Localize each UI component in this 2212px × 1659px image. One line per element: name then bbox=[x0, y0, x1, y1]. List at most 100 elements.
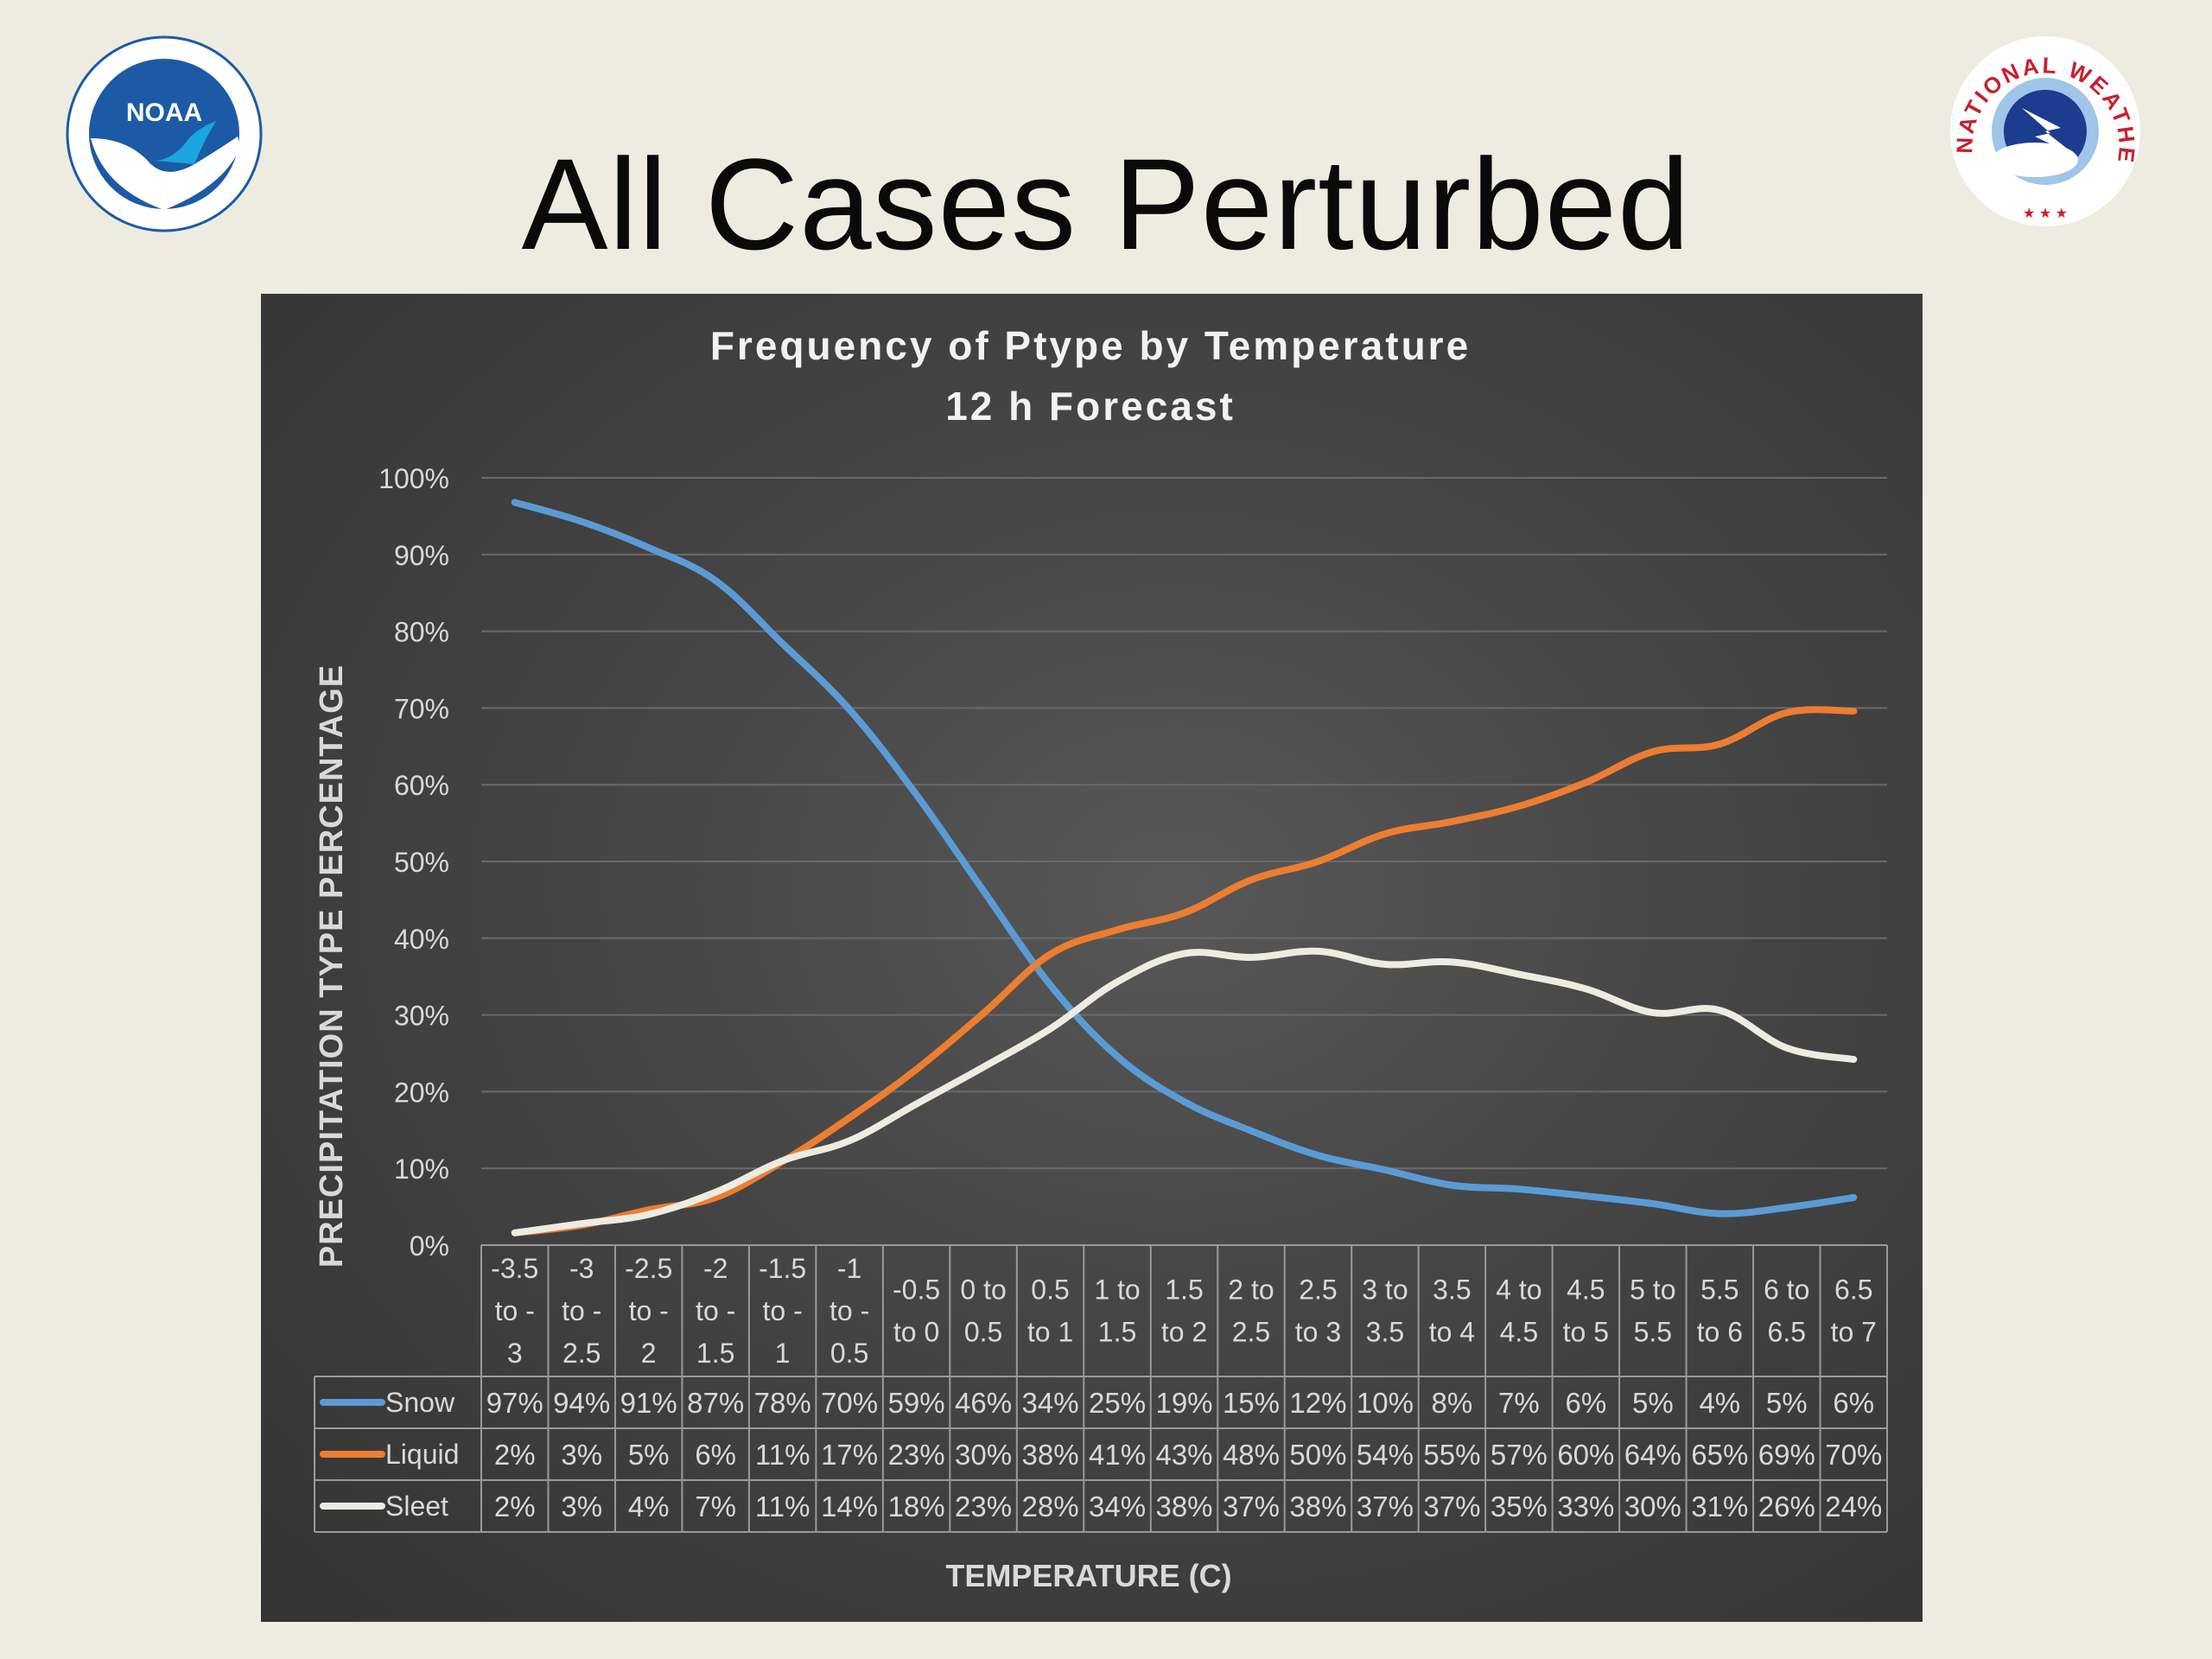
data-table-cell: 43% bbox=[1155, 1439, 1212, 1471]
data-table-cell: 50% bbox=[1289, 1439, 1346, 1471]
data-table-cell: 28% bbox=[1022, 1491, 1079, 1522]
data-table-cell: 3% bbox=[561, 1491, 602, 1522]
x-category-label: 2 bbox=[641, 1338, 657, 1369]
x-category-label: to - bbox=[763, 1295, 803, 1326]
data-table-cell: 10% bbox=[1357, 1387, 1414, 1419]
x-category-label: 2.5 bbox=[1232, 1317, 1270, 1348]
x-category-label: -3.5 bbox=[491, 1253, 538, 1284]
series-line-liquid bbox=[511, 706, 1858, 1236]
data-table-cell: 87% bbox=[687, 1387, 744, 1419]
data-table-cell: 7% bbox=[695, 1491, 736, 1522]
data-table-cell: 6% bbox=[1566, 1387, 1607, 1419]
data-table-cell: 2% bbox=[494, 1439, 536, 1471]
data-table-cell: 5% bbox=[628, 1439, 670, 1471]
x-category-label: 2.5 bbox=[563, 1338, 601, 1369]
data-table-cell: 38% bbox=[1022, 1439, 1079, 1471]
data-table-cell: 23% bbox=[888, 1439, 945, 1471]
y-axis-title: PRECIPITATION TYPE PERCENTAGE bbox=[314, 664, 350, 1268]
x-category-label: 5.5 bbox=[1634, 1317, 1672, 1348]
data-table-cell: 17% bbox=[821, 1439, 878, 1471]
x-category-label: to 6 bbox=[1697, 1317, 1743, 1348]
data-table-cell: 7% bbox=[1498, 1387, 1540, 1419]
x-category-label: 6.5 bbox=[1768, 1317, 1806, 1348]
x-category-label: 1.5 bbox=[696, 1338, 734, 1369]
x-category-label: to 3 bbox=[1295, 1317, 1341, 1348]
data-table-cell: 25% bbox=[1089, 1387, 1146, 1419]
data-table-cell: 14% bbox=[821, 1491, 878, 1522]
slide-title: All Cases Perturbed bbox=[521, 131, 1691, 276]
series-line-sleet bbox=[511, 947, 1858, 1236]
x-category-label: 1 to bbox=[1094, 1274, 1140, 1306]
data-table-cell: 37% bbox=[1357, 1491, 1414, 1522]
line-chart: Frequency of Ptype by Temperature 12 h F… bbox=[314, 323, 1888, 1593]
y-tick-label: 10% bbox=[394, 1154, 449, 1185]
data-table-cell: 31% bbox=[1691, 1491, 1748, 1522]
x-category-label: 1.5 bbox=[1165, 1274, 1203, 1306]
x-category-label: to 0 bbox=[893, 1317, 939, 1348]
x-category-label: to 7 bbox=[1831, 1317, 1877, 1348]
x-axis-title: TEMPERATURE (C) bbox=[945, 1558, 1231, 1593]
data-table-cell: 11% bbox=[755, 1491, 810, 1522]
data-table-cell: 37% bbox=[1223, 1491, 1280, 1522]
x-category-label: 3 bbox=[507, 1338, 523, 1369]
x-category-label: 3.5 bbox=[1366, 1317, 1404, 1348]
x-category-label: to - bbox=[562, 1295, 601, 1326]
y-tick-label: 50% bbox=[394, 847, 449, 878]
data-table-cell: 18% bbox=[888, 1491, 945, 1522]
data-table-cell: 94% bbox=[553, 1387, 610, 1419]
x-category-label: 1 bbox=[775, 1338, 791, 1369]
data-table-cell: 59% bbox=[888, 1387, 945, 1419]
data-table-cell: 54% bbox=[1357, 1439, 1414, 1471]
data-table-cell: 97% bbox=[486, 1387, 543, 1419]
x-category-label: 1.5 bbox=[1098, 1317, 1136, 1348]
data-table-cell: 78% bbox=[754, 1387, 811, 1419]
x-category-label: to 5 bbox=[1563, 1317, 1609, 1348]
data-table-cell: 6% bbox=[695, 1439, 736, 1471]
data-table-cell: 4% bbox=[628, 1491, 670, 1522]
data-table-cell: 70% bbox=[821, 1387, 878, 1419]
data-table-cell: 35% bbox=[1491, 1491, 1548, 1522]
y-tick-label: 0% bbox=[410, 1230, 449, 1262]
series-line-snow bbox=[511, 499, 1858, 1217]
data-table-cell: 4% bbox=[1699, 1387, 1740, 1419]
data-table-cell: 23% bbox=[955, 1491, 1012, 1522]
x-category-label: to - bbox=[696, 1295, 735, 1326]
data-table-cell: 5% bbox=[1766, 1387, 1808, 1419]
x-category-label: -3 bbox=[569, 1253, 594, 1284]
data-table-cell: 15% bbox=[1223, 1387, 1280, 1419]
x-category-label: 6.5 bbox=[1834, 1274, 1872, 1306]
y-tick-label: 60% bbox=[394, 770, 449, 801]
legend-label-snow: Snow bbox=[385, 1387, 455, 1418]
chart-subtitle: 12 h Forecast bbox=[945, 384, 1236, 429]
x-category-label: -0.5 bbox=[893, 1274, 940, 1306]
x-category-label: 2 to bbox=[1228, 1274, 1274, 1306]
noaa-logo-text: NOAA bbox=[126, 99, 202, 127]
data-table-cell: 26% bbox=[1758, 1491, 1815, 1522]
data-table-cell: 30% bbox=[955, 1439, 1012, 1471]
y-tick-label: 40% bbox=[394, 924, 449, 955]
y-tick-label: 20% bbox=[394, 1077, 449, 1108]
data-table-cell: 65% bbox=[1691, 1439, 1748, 1471]
y-tick-label: 70% bbox=[394, 693, 449, 724]
nws-logo: NATIONAL WEATHER SERVICE ★ ★ ★ bbox=[1939, 14, 2143, 229]
noaa-logo: NOAA bbox=[65, 35, 264, 233]
chart-title: Frequency of Ptype by Temperature bbox=[710, 323, 1471, 368]
x-category-label: 3 to bbox=[1362, 1274, 1408, 1306]
data-table-cell: 48% bbox=[1223, 1439, 1280, 1471]
y-tick-label: 100% bbox=[378, 463, 449, 494]
data-table-cell: 41% bbox=[1089, 1439, 1146, 1471]
x-category-label: to 2 bbox=[1161, 1317, 1207, 1348]
x-category-label: to 4 bbox=[1429, 1317, 1475, 1348]
x-category-label: to - bbox=[629, 1295, 669, 1326]
data-table-cell: 55% bbox=[1423, 1439, 1480, 1471]
data-table-cell: 11% bbox=[755, 1439, 810, 1471]
data-table-cell: 37% bbox=[1423, 1491, 1480, 1522]
data-table-cell: 57% bbox=[1491, 1439, 1548, 1471]
data-table-cell: 3% bbox=[561, 1439, 602, 1471]
y-tick-label: 80% bbox=[394, 617, 449, 648]
chart-panel: Frequency of Ptype by Temperature 12 h F… bbox=[261, 294, 1923, 1622]
x-category-label: 0.5 bbox=[830, 1338, 868, 1369]
data-table-cell: 19% bbox=[1155, 1387, 1212, 1419]
data-table-cell: 60% bbox=[1557, 1439, 1614, 1471]
data-table-cell: 5% bbox=[1632, 1387, 1674, 1419]
